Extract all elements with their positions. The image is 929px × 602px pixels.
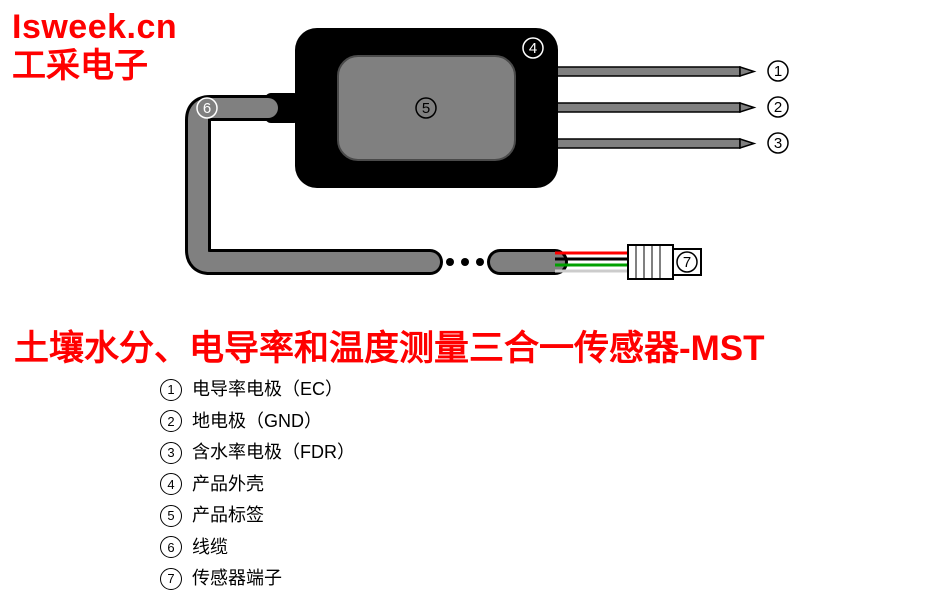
sensor-diagram: 1 2 3 4 5 6 7: [150, 10, 870, 310]
legend-label: 线缆: [192, 532, 228, 564]
legend-label: 传感器端子: [192, 563, 282, 595]
svg-text:3: 3: [774, 135, 782, 152]
svg-text:1: 1: [774, 63, 782, 80]
legend-item: 1 电导率电极（EC）: [160, 374, 355, 406]
connector-body: [628, 245, 673, 279]
svg-text:6: 6: [203, 100, 211, 117]
legend-num: 1: [160, 379, 182, 401]
legend-num: 3: [160, 442, 182, 464]
legend-label: 产品外壳: [192, 469, 264, 501]
legend-item: 7 传感器端子: [160, 563, 355, 595]
legend-num: 7: [160, 568, 182, 590]
product-title: 土壤水分、电导率和温度测量三合一传感器-MST: [14, 320, 929, 371]
legend-item: 6 线缆: [160, 532, 355, 564]
legend-num: 2: [160, 410, 182, 432]
svg-text:4: 4: [529, 40, 537, 57]
callout-probe2: 2: [768, 97, 788, 117]
legend-label: 含水率电极（FDR）: [192, 437, 355, 469]
legend-list: 1 电导率电极（EC） 2 地电极（GND） 3 含水率电极（FDR） 4 产品…: [160, 374, 355, 595]
legend-num: 4: [160, 473, 182, 495]
break-dot: [461, 258, 469, 266]
legend-item: 4 产品外壳: [160, 469, 355, 501]
legend-num: 6: [160, 536, 182, 558]
callout-probe1: 1: [768, 61, 788, 81]
callout-probe3: 3: [768, 133, 788, 153]
legend-label: 产品标签: [192, 500, 264, 532]
legend-item: 3 含水率电极（FDR）: [160, 437, 355, 469]
probe-2: [555, 103, 754, 112]
legend-label: 电导率电极（EC）: [192, 374, 343, 406]
svg-text:2: 2: [774, 99, 782, 116]
break-dot: [446, 258, 454, 266]
legend-item: 2 地电极（GND）: [160, 406, 355, 438]
probe-3: [555, 139, 754, 148]
legend-item: 5 产品标签: [160, 500, 355, 532]
svg-text:5: 5: [422, 100, 430, 117]
break-dot: [476, 258, 484, 266]
legend-num: 5: [160, 505, 182, 527]
legend-label: 地电极（GND）: [192, 406, 322, 438]
probe-1: [555, 67, 754, 76]
svg-text:7: 7: [683, 254, 691, 271]
